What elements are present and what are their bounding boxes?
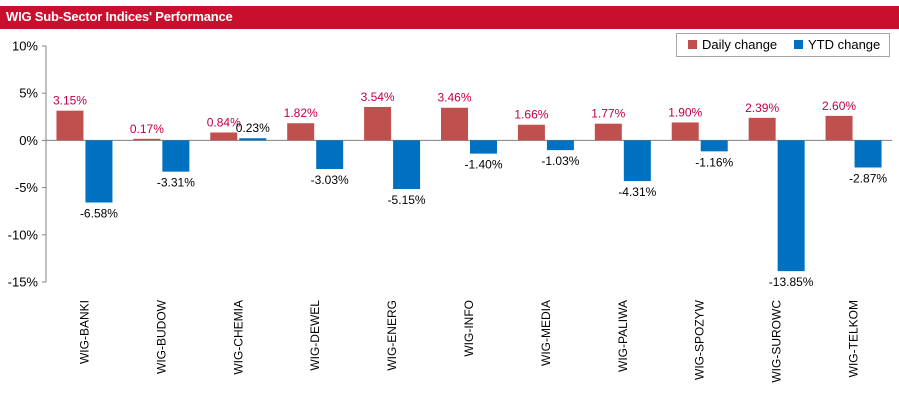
bar-ytd-change: [85, 140, 113, 203]
y-tick-label: 10%: [12, 39, 38, 54]
legend-swatch-ytd: [794, 40, 803, 49]
data-label-daily: 1.90%: [668, 105, 702, 119]
legend-swatch-daily: [688, 40, 697, 49]
bar-ytd-change: [162, 140, 190, 172]
bar-ytd-change: [316, 140, 344, 170]
bar-daily-change: [133, 138, 161, 141]
category-label: WIG-BANKI: [77, 300, 91, 364]
category-label: WIG-CHEMIA: [231, 300, 245, 375]
data-label-daily: 0.84%: [207, 115, 241, 129]
title-bar: WIG Sub-Sector Indices' Performance: [0, 6, 899, 29]
y-tick-label: 5%: [19, 86, 38, 101]
bar-daily-change: [594, 123, 622, 141]
bar-ytd-change: [470, 140, 497, 154]
data-label-ytd: -3.31%: [157, 176, 195, 190]
bar-ytd-change: [393, 140, 421, 190]
y-tick-label: -10%: [8, 227, 39, 242]
data-label-ytd: -1.40%: [464, 158, 502, 172]
data-label-ytd: -5.15%: [388, 193, 426, 207]
data-label-daily: 2.60%: [822, 99, 856, 113]
category-label: WIG-ENERG: [385, 300, 399, 371]
bar-daily-change: [210, 132, 238, 141]
bar-daily-change: [56, 110, 84, 141]
bar-ytd-change: [623, 140, 651, 182]
legend: Daily change YTD change: [676, 33, 890, 57]
data-label-daily: 0.17%: [130, 122, 164, 136]
category-label: WIG-SUROWC: [770, 300, 784, 383]
y-tick-label: 0%: [19, 133, 38, 148]
bar-daily-change: [671, 122, 699, 141]
y-tick-label: -15%: [8, 275, 39, 290]
data-label-daily: 2.39%: [745, 101, 779, 115]
bar-ytd-change: [546, 140, 574, 151]
data-label-ytd: -4.31%: [618, 185, 656, 199]
legend-label-daily: Daily change: [702, 37, 778, 52]
bar-ytd-change: [239, 138, 267, 141]
legend-label-ytd: YTD change: [808, 37, 881, 52]
data-label-daily: 3.46%: [437, 91, 471, 105]
category-label: WIG-PALIWA: [616, 300, 630, 372]
bar-ytd-change: [854, 140, 882, 168]
data-label-daily: 3.15%: [53, 94, 87, 108]
legend-item-ytd: YTD change: [794, 37, 880, 52]
data-label-ytd: 0.23%: [236, 121, 270, 135]
data-label-ytd: -6.58%: [80, 207, 118, 221]
data-label-daily: 1.82%: [284, 106, 318, 120]
category-label: WIG-BUDOW: [154, 299, 168, 374]
data-label-ytd: -13.85%: [769, 275, 814, 289]
category-label: WIG-MEDIA: [539, 300, 553, 366]
bar-daily-change: [364, 106, 392, 141]
data-label-daily: 1.66%: [514, 108, 548, 122]
data-label-daily: 1.77%: [591, 107, 625, 121]
category-label: WIG-INFO: [462, 300, 476, 357]
chart-title: WIG Sub-Sector Indices' Performance: [6, 9, 233, 24]
data-label-ytd: -2.87%: [849, 171, 887, 185]
data-label-ytd: -1.03%: [541, 154, 579, 168]
data-label-ytd: -3.03%: [311, 173, 349, 187]
data-label-ytd: -1.16%: [695, 155, 733, 169]
bar-ytd-change: [700, 140, 728, 152]
bar-daily-change: [825, 115, 853, 141]
bar-daily-change: [441, 107, 468, 141]
bar-daily-change: [748, 117, 776, 141]
bar-ytd-change: [777, 140, 805, 272]
bar-daily-change: [287, 123, 315, 141]
category-label: WIG-SPOZYW: [693, 299, 707, 380]
data-label-daily: 3.54%: [361, 90, 395, 104]
bar-daily-change: [517, 124, 545, 141]
y-tick-label: -5%: [15, 180, 39, 195]
category-label: WIG-DEWEL: [308, 300, 322, 371]
category-label: WIG-TELKOM: [847, 300, 861, 377]
legend-item-daily: Daily change: [688, 37, 777, 52]
